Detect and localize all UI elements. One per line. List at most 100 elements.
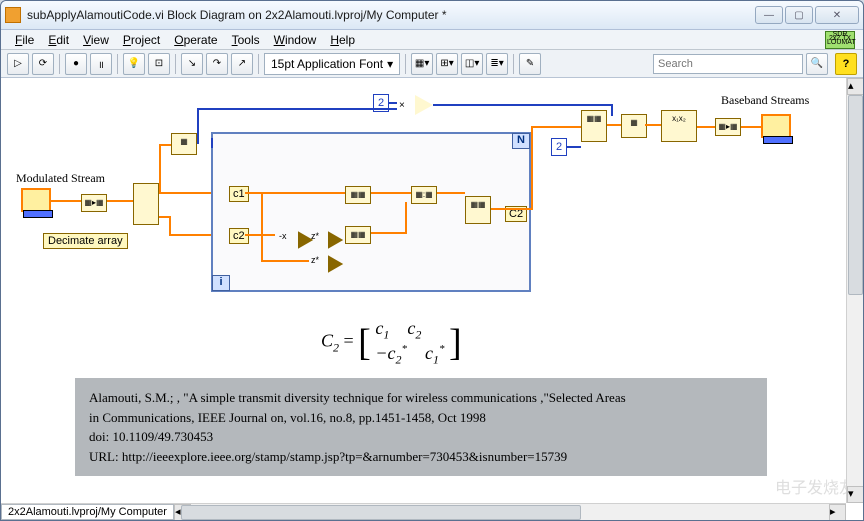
wire <box>159 192 211 194</box>
menu-file[interactable]: File <box>9 31 40 49</box>
minimize-button[interactable]: — <box>755 6 783 24</box>
window-title: subApplyAlamoutiCode.vi Block Diagram on… <box>27 8 755 22</box>
citation-line-3: doi: 10.1109/49.730453 <box>89 427 753 447</box>
interleave-node[interactable]: x₁x₂ <box>661 110 697 142</box>
wire <box>197 108 397 110</box>
build-array-3[interactable]: ▦:▦ <box>411 186 437 204</box>
multiply-node[interactable] <box>415 95 433 115</box>
window-frame: subApplyAlamoutiCode.vi Block Diagram on… <box>0 0 864 521</box>
vi-icon[interactable]: SDR 2x2 TX LOUMAT <box>825 31 855 49</box>
abort-button[interactable]: ● <box>65 53 87 75</box>
scroll-thumb-h[interactable] <box>181 505 581 520</box>
menu-view[interactable]: View <box>77 31 115 49</box>
run-button[interactable]: ▷ <box>7 53 29 75</box>
window-controls: — ▢ ✕ <box>755 6 859 24</box>
menu-project[interactable]: Project <box>117 31 166 49</box>
loop-i-terminal[interactable]: i <box>212 275 230 291</box>
scroll-up-button[interactable]: ▴ <box>847 78 863 95</box>
highlight-button[interactable]: 💡 <box>123 53 145 75</box>
close-button[interactable]: ✕ <box>815 6 859 24</box>
conj-icon-2: z* <box>311 255 319 265</box>
index-node[interactable]: ▦ <box>171 133 197 155</box>
array-convert-node[interactable]: ▦▸▦ <box>81 194 107 212</box>
menu-window[interactable]: Window <box>268 31 323 49</box>
step-over-button[interactable]: ↷ <box>206 53 228 75</box>
wire <box>261 260 309 262</box>
project-tab[interactable]: 2x2Alamouti.lvproj/My Computer <box>1 504 174 520</box>
wire <box>491 208 531 210</box>
conj-node-1[interactable] <box>329 232 343 248</box>
menu-tools[interactable]: Tools <box>226 31 266 49</box>
conj-icon-1: z* <box>311 231 319 241</box>
transpose-node[interactable]: ▦ <box>621 114 647 138</box>
wire <box>531 126 581 128</box>
distribute-button[interactable]: ⊞▾ <box>436 53 458 75</box>
negate-icon: -x <box>279 231 287 241</box>
citation-line-4: URL: http://ieeexplore.ieee.org/stamp/st… <box>89 447 753 467</box>
wire <box>159 144 161 194</box>
build-array-2[interactable]: ▦▦ <box>345 226 371 244</box>
cleanup-button[interactable]: ✎ <box>519 53 541 75</box>
constant-2-b[interactable]: 2 <box>551 138 567 156</box>
multiply-icon: × <box>399 100 405 111</box>
scroll-down-button[interactable]: ▾ <box>847 486 863 503</box>
pause-button[interactable]: ॥ <box>90 53 112 75</box>
search-input[interactable] <box>658 58 798 70</box>
app-icon <box>5 7 21 23</box>
wire <box>645 124 661 126</box>
c2-label: c2 <box>229 228 249 244</box>
loop-n-terminal[interactable]: N <box>512 133 530 149</box>
search-icon-button[interactable]: 🔍 <box>806 53 828 75</box>
input-terminal[interactable] <box>21 188 51 212</box>
wire <box>741 126 761 128</box>
titlebar[interactable]: subApplyAlamoutiCode.vi Block Diagram on… <box>1 1 863 30</box>
reshape-node[interactable]: ▦▦ <box>581 110 607 142</box>
toolbar: ▷ ⟳ ● ॥ 💡 ⊡ ↘ ↷ ↗ 15pt Application Font … <box>1 50 863 78</box>
output-terminal[interactable] <box>761 114 791 138</box>
block-diagram-canvas[interactable]: Modulated Stream Baseband Streams Decima… <box>1 78 863 520</box>
wire <box>567 146 581 148</box>
wire <box>405 202 407 234</box>
menu-help[interactable]: Help <box>324 31 361 49</box>
retain-wire-button[interactable]: ⊡ <box>148 53 170 75</box>
reorder-button[interactable]: ≣▾ <box>486 53 508 75</box>
wire <box>245 192 345 194</box>
conj-node-2[interactable] <box>329 256 343 272</box>
vertical-scrollbar[interactable]: ▴ ▾ <box>846 78 863 503</box>
menu-edit[interactable]: Edit <box>42 31 75 49</box>
maximize-button[interactable]: ▢ <box>785 6 813 24</box>
resize-button[interactable]: ◫▾ <box>461 53 483 75</box>
scroll-right-button[interactable]: ▸ <box>829 504 846 520</box>
search-box[interactable] <box>653 54 803 74</box>
wire <box>697 126 715 128</box>
wire <box>245 234 275 236</box>
scroll-thumb-v[interactable] <box>848 95 863 295</box>
build-matrix[interactable]: ▦▦ <box>465 196 491 224</box>
formula: C2 = [ c1 c2 −c2* c1* ] <box>321 318 462 367</box>
watermark: 电子发烧友 <box>775 474 855 498</box>
decimate-array-label: Decimate array <box>43 233 128 249</box>
wire <box>261 192 263 262</box>
run-continuous-button[interactable]: ⟳ <box>32 53 54 75</box>
input-terminal-label: Modulated Stream <box>16 171 105 186</box>
build-array-1[interactable]: ▦▦ <box>345 186 371 204</box>
step-into-button[interactable]: ↘ <box>181 53 203 75</box>
align-button[interactable]: ▦▾ <box>411 53 433 75</box>
output-terminal-label: Baseband Streams <box>721 93 809 108</box>
help-button[interactable]: ? <box>835 53 857 75</box>
citation-comment[interactable]: Alamouti, S.M.; , "A simple transmit div… <box>75 378 767 476</box>
wire <box>371 192 411 194</box>
step-out-button[interactable]: ↗ <box>231 53 253 75</box>
wire <box>433 104 613 106</box>
to-cluster-node[interactable]: ▦▸▦ <box>715 118 741 136</box>
wire <box>531 126 533 210</box>
wire <box>611 104 613 116</box>
wire <box>197 108 199 144</box>
horizontal-scrollbar[interactable]: 2x2Alamouti.lvproj/My Computer ◂ ▸ <box>1 503 846 520</box>
decimate-node[interactable] <box>133 183 159 225</box>
wire <box>371 232 407 234</box>
font-selector[interactable]: 15pt Application Font ▾ <box>264 53 400 75</box>
wire <box>51 200 81 202</box>
menu-operate[interactable]: Operate <box>168 31 223 49</box>
wire <box>107 200 133 202</box>
